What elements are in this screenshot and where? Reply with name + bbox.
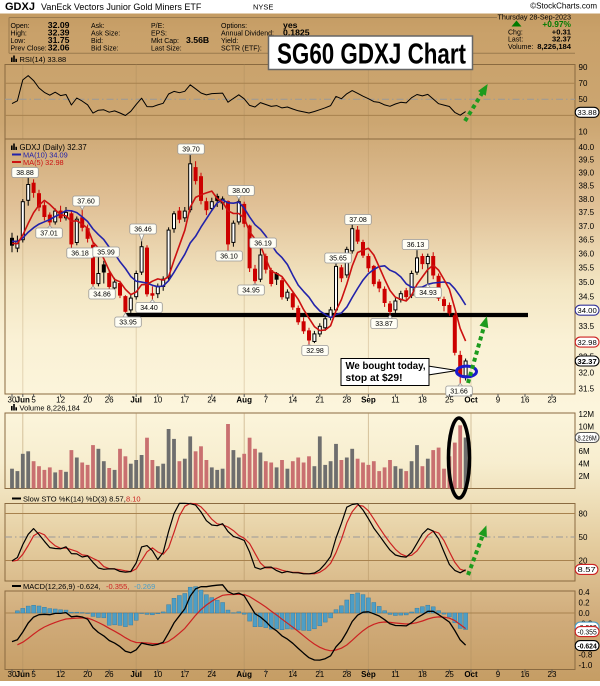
svg-text:8.10: 8.10: [126, 495, 141, 504]
svg-text:Ask:: Ask:: [91, 23, 105, 30]
svg-text:Last Size:: Last Size:: [151, 46, 182, 53]
svg-text:37.01: 37.01: [40, 231, 58, 238]
svg-text:High:: High:: [11, 31, 27, 38]
svg-text:MA(5) 32.98: MA(5) 32.98: [23, 158, 64, 167]
svg-text:35.0: 35.0: [579, 278, 595, 287]
svg-text:NYSE: NYSE: [253, 3, 273, 12]
svg-text:39.70: 39.70: [182, 147, 200, 154]
svg-text:35.99: 35.99: [97, 250, 115, 257]
svg-text:Options:: Options:: [221, 23, 247, 30]
svg-text:2M: 2M: [579, 472, 590, 481]
svg-text:Annual Dividend:: Annual Dividend:: [221, 31, 274, 38]
svg-text:36.19: 36.19: [254, 241, 272, 248]
svg-text:34.86: 34.86: [93, 292, 111, 299]
svg-text:37.0: 37.0: [579, 222, 595, 231]
svg-text:33.88: 33.88: [577, 108, 596, 117]
svg-text:35.5: 35.5: [579, 264, 595, 273]
svg-text:P/E:: P/E:: [151, 23, 164, 30]
svg-text:4M: 4M: [579, 460, 590, 469]
svg-text:-1.0: -1.0: [579, 661, 593, 670]
svg-text:Chg:: Chg:: [508, 29, 523, 36]
svg-text:©StockCharts.com: ©StockCharts.com: [530, 2, 597, 11]
svg-text:Slow STO %K(14) %D(3) 8.57,: Slow STO %K(14) %D(3) 8.57,: [23, 495, 126, 504]
svg-text:34.00: 34.00: [577, 306, 596, 315]
svg-text:0.0: 0.0: [579, 609, 591, 618]
svg-text:39.5: 39.5: [579, 156, 595, 165]
svg-text:GDXJ: GDXJ: [5, 1, 35, 13]
svg-text:34.93: 34.93: [419, 290, 437, 297]
svg-text:-0.355: -0.355: [577, 627, 596, 636]
svg-text:12M: 12M: [579, 410, 595, 419]
svg-text:Prev Close:: Prev Close:: [11, 46, 47, 53]
svg-text:Volume:: Volume:: [508, 44, 533, 51]
svg-text:8,226,184: 8,226,184: [537, 42, 572, 51]
svg-text:-0.624: -0.624: [577, 641, 597, 650]
svg-text:50: 50: [579, 95, 588, 104]
svg-text:SCTR (ETF):: SCTR (ETF):: [221, 46, 262, 53]
svg-text:32.98: 32.98: [577, 338, 596, 347]
svg-text:34.5: 34.5: [579, 292, 595, 301]
svg-text:38.88: 38.88: [16, 170, 34, 177]
svg-text:VanEck Vectors Junior Gold Min: VanEck Vectors Junior Gold Miners ETF: [41, 2, 202, 12]
svg-text:Open:: Open:: [11, 23, 30, 30]
svg-text:Ask Size:: Ask Size:: [91, 31, 120, 38]
svg-text:8.57: 8.57: [578, 565, 596, 574]
svg-text:36.18: 36.18: [71, 251, 89, 258]
svg-text:33.95: 33.95: [119, 320, 137, 327]
svg-text:8.226M: 8.226M: [577, 433, 596, 442]
svg-text:MACD(12,26,9) -0.624,: MACD(12,26,9) -0.624,: [23, 582, 101, 591]
svg-text:We bought today,: We bought today,: [346, 360, 426, 372]
svg-text:0.2: 0.2: [579, 598, 591, 607]
svg-text:SG60 GDXJ Chart: SG60 GDXJ Chart: [277, 39, 466, 71]
svg-text:37.5: 37.5: [579, 208, 595, 217]
svg-text:35.65: 35.65: [329, 256, 347, 263]
svg-text:90: 90: [579, 63, 588, 72]
svg-text:33.87: 33.87: [375, 321, 393, 328]
svg-text:10M: 10M: [579, 422, 595, 431]
svg-text:EPS:: EPS:: [151, 31, 167, 38]
svg-text:37.08: 37.08: [349, 217, 367, 224]
svg-text:0.4: 0.4: [579, 588, 591, 597]
svg-text:32.0: 32.0: [579, 368, 595, 377]
svg-text:-0.355,: -0.355,: [106, 582, 129, 591]
svg-text:37.60: 37.60: [77, 199, 95, 206]
svg-text:Volume 8,226,184: Volume 8,226,184: [20, 404, 80, 413]
svg-text:36.5: 36.5: [579, 236, 595, 245]
svg-text:Bid Size:: Bid Size:: [91, 46, 119, 53]
svg-text:38.00: 38.00: [232, 188, 250, 195]
svg-text:Bid:: Bid:: [91, 38, 103, 45]
svg-text:32.98: 32.98: [306, 348, 324, 355]
svg-text:32.06: 32.06: [48, 43, 70, 53]
svg-text:40.0: 40.0: [579, 143, 595, 152]
svg-text:33.5: 33.5: [579, 322, 595, 331]
svg-text:-0.269: -0.269: [134, 582, 155, 591]
svg-text:34.40: 34.40: [140, 305, 158, 312]
svg-text:6M: 6M: [579, 447, 590, 456]
svg-text:RSI(14) 33.88: RSI(14) 33.88: [20, 55, 67, 64]
svg-text:80: 80: [579, 509, 588, 518]
svg-text:31.5: 31.5: [579, 384, 595, 393]
svg-text:Yield:: Yield:: [221, 38, 238, 45]
svg-text:38.0: 38.0: [579, 195, 595, 204]
svg-text:3.56B: 3.56B: [186, 35, 209, 45]
svg-text:36.13: 36.13: [407, 242, 425, 249]
svg-text:stop at $29!: stop at $29!: [346, 372, 403, 384]
svg-text:36.0: 36.0: [579, 249, 595, 258]
svg-text:Low:: Low:: [11, 38, 26, 45]
svg-text:36.46: 36.46: [134, 227, 152, 234]
svg-text:Mkt Cap:: Mkt Cap:: [151, 38, 179, 45]
svg-text:Last:: Last:: [508, 37, 523, 44]
svg-text:39.0: 39.0: [579, 169, 595, 178]
svg-text:-0.8: -0.8: [579, 651, 593, 660]
svg-text:70: 70: [579, 79, 588, 88]
svg-text:32.37: 32.37: [577, 357, 596, 366]
svg-text:50: 50: [579, 533, 588, 542]
svg-text:36.10: 36.10: [220, 254, 238, 261]
svg-text:38.5: 38.5: [579, 182, 595, 191]
svg-text:10: 10: [579, 127, 588, 136]
svg-text:34.95: 34.95: [242, 288, 260, 295]
